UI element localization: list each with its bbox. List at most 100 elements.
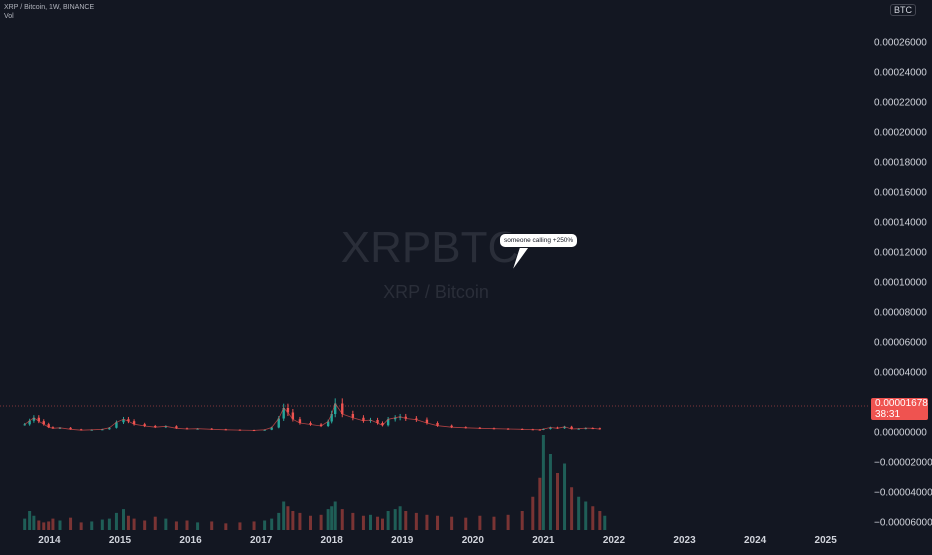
candle-body xyxy=(164,426,168,428)
volume-bar xyxy=(224,523,228,530)
candle-body xyxy=(263,429,266,431)
x-tick-label: 2016 xyxy=(179,535,202,546)
candle-body xyxy=(549,427,552,429)
candle-body xyxy=(341,403,344,414)
volume-bar xyxy=(386,511,390,530)
candle-body xyxy=(415,418,418,420)
volume-bar xyxy=(555,473,559,530)
volume-bar xyxy=(361,515,365,530)
x-tick-label: 2022 xyxy=(603,535,626,546)
volume-bar xyxy=(398,506,402,530)
volume-bar xyxy=(114,512,118,530)
candle-body xyxy=(450,425,453,428)
volume-bar xyxy=(464,517,468,530)
volume-bar xyxy=(380,518,384,530)
candle-body xyxy=(577,428,580,430)
candle-body xyxy=(47,424,50,428)
watermark-symbol: XRPBTC xyxy=(341,223,519,272)
candle-body xyxy=(351,414,355,418)
y-tick-label: 0.00004000 xyxy=(874,368,927,379)
volume-bar xyxy=(436,515,440,530)
y-tick-label: −0.00002000 xyxy=(874,458,932,469)
candle-body xyxy=(42,421,45,425)
candle-body xyxy=(563,426,566,429)
y-tick-label: 0.00000000 xyxy=(874,428,927,439)
candle-body xyxy=(362,417,365,421)
candle-body xyxy=(154,426,157,428)
candle-body xyxy=(37,417,41,422)
volume-bar xyxy=(143,520,147,530)
volume-bar xyxy=(252,521,256,530)
candle-body xyxy=(425,419,429,423)
candle-body xyxy=(386,419,390,426)
volume-bar xyxy=(291,511,295,530)
volume-bar xyxy=(90,521,94,530)
volume-bar xyxy=(603,515,607,530)
candle-body xyxy=(326,421,330,426)
candle-body xyxy=(90,429,93,431)
annotation-callout[interactable]: someone calling +250% xyxy=(499,233,579,248)
candle-body xyxy=(28,420,31,425)
y-tick-label: 0.00008000 xyxy=(874,308,927,319)
y-tick-label: 0.00026000 xyxy=(874,38,927,49)
volume-bar xyxy=(28,511,32,530)
volume-bar xyxy=(548,454,552,530)
candle-body xyxy=(101,429,104,431)
volume-bar xyxy=(563,463,567,530)
volume-bar xyxy=(309,515,313,530)
volume-bar xyxy=(414,512,418,530)
price-series xyxy=(23,398,602,432)
volume-label: Vol xyxy=(4,13,14,20)
volume-bar xyxy=(351,512,355,530)
time-axis[interactable]: 2014 2015 2016 2017 2018 2019 2020 2021 2022 2023… xyxy=(38,535,837,546)
candle-body xyxy=(319,424,323,426)
volume-bar xyxy=(185,520,189,530)
candle-body xyxy=(115,422,118,428)
price-axis[interactable]: 0.00026000 0.00024000 0.00022000 0.00020000… xyxy=(874,38,932,529)
volume-bar xyxy=(577,496,581,530)
volume-bar xyxy=(47,521,51,530)
candle-body xyxy=(398,416,402,418)
candle-body xyxy=(404,416,407,419)
volume-bar xyxy=(100,519,104,530)
volume-bar xyxy=(319,514,323,530)
y-tick-label: −0.00006000 xyxy=(874,518,932,529)
candle-body xyxy=(298,419,302,423)
volume-bars xyxy=(23,435,607,530)
volume-bar xyxy=(450,516,454,530)
x-tick-label: 2018 xyxy=(321,535,344,546)
candle-body xyxy=(436,423,439,426)
volume-bar xyxy=(506,514,510,530)
volume-bar xyxy=(541,435,545,530)
volume-bar xyxy=(23,518,27,530)
candle-body xyxy=(277,418,280,428)
x-tick-label: 2020 xyxy=(462,535,485,546)
x-tick-label: 2015 xyxy=(109,535,132,546)
candle-body xyxy=(127,419,130,422)
currency-badge[interactable]: BTC xyxy=(890,4,916,16)
watermark: XRPBTC XRP / Bitcoin xyxy=(341,223,519,302)
candle-body xyxy=(69,427,72,430)
volume-bar xyxy=(121,509,125,530)
volume-bar xyxy=(164,518,168,530)
y-tick-label: −0.00004000 xyxy=(874,488,932,499)
candle-body xyxy=(175,426,178,429)
chart-header: XRP / Bitcoin, 1W, BINANCE Vol xyxy=(4,3,94,21)
volume-bar xyxy=(153,516,157,530)
volume-bar xyxy=(263,520,267,530)
x-tick-label: 2024 xyxy=(744,535,767,546)
volume-bar xyxy=(42,522,46,530)
candle-body xyxy=(369,420,372,421)
candle-body xyxy=(291,412,295,420)
candle-body xyxy=(196,428,199,430)
x-tick-label: 2014 xyxy=(38,535,61,546)
candle-body xyxy=(393,417,397,420)
candle-body xyxy=(282,408,285,419)
x-tick-label: 2017 xyxy=(250,535,273,546)
volume-bar xyxy=(326,509,330,530)
x-tick-label: 2021 xyxy=(532,535,555,546)
volume-bar xyxy=(174,521,178,530)
candle-body xyxy=(132,421,136,425)
